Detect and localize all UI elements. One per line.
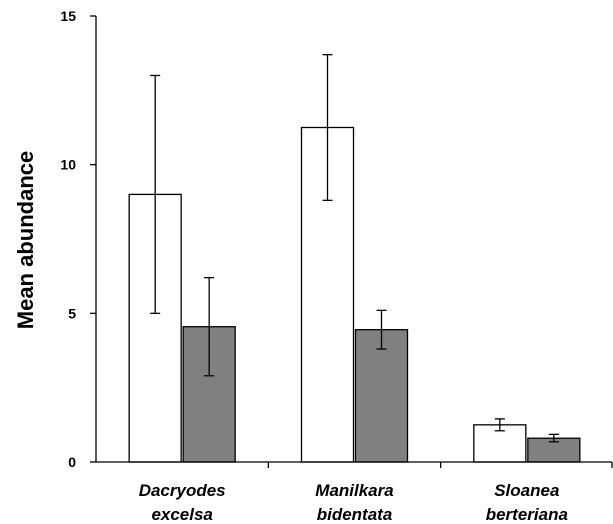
y-tick-label: 15 [60,8,76,24]
y-tick-label: 10 [60,157,76,173]
x-category-label: excelsa [151,505,212,524]
x-category-label: Dacryodes [139,481,226,500]
y-tick-label: 0 [68,454,76,470]
bars-layer [128,126,581,463]
x-category-label: berteriana [486,505,568,524]
x-category-label: bidentata [317,505,393,524]
y-axis-title: Mean abundance [13,151,38,329]
y-tick-label: 5 [68,305,76,321]
x-category-label: Manilkara [315,481,393,500]
bar [354,329,409,463]
labels-layer: 0 5 10 15 Dacryodes excelsa Manilkara bidentata… [60,8,568,524]
x-category-label: Sloanea [494,481,559,500]
axes [90,15,613,468]
error-bars-layer [150,54,559,443]
